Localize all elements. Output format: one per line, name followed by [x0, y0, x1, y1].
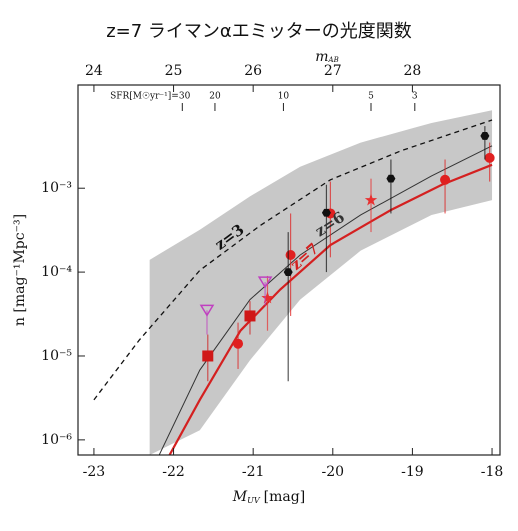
data-point: [484, 152, 495, 163]
x-tick-label: -19: [401, 464, 424, 480]
data-point: [261, 291, 274, 304]
data-point: [283, 268, 293, 276]
plot-frame: [77, 84, 501, 456]
top-label-sub: AB: [328, 56, 339, 64]
y-tick-label: 10⁻⁴: [41, 264, 72, 280]
x-label-unit: [mag]: [264, 489, 306, 505]
data-point: [440, 174, 451, 185]
y-tick-label: 10⁻⁶: [41, 432, 72, 448]
x-tick-label: -22: [162, 464, 185, 480]
top-x-tick-label: 25: [165, 63, 183, 79]
uncertainty-band: [149, 110, 493, 455]
x-label-symbol: M: [232, 489, 248, 505]
sfr-label: 20: [209, 92, 221, 102]
model-curve: [168, 163, 493, 455]
plot-area: [93, 110, 495, 455]
data-point: [244, 310, 256, 322]
x-axis-label: MUV [mag]: [232, 489, 305, 505]
x-tick-label: -23: [83, 464, 106, 480]
top-x-tick-label: 28: [404, 63, 422, 79]
x-tick-label: -20: [322, 464, 345, 480]
top-axis-label: mAB: [315, 49, 338, 65]
sfr-label: 10: [278, 92, 290, 102]
top-x-tick-label: 27: [324, 63, 342, 79]
data-point: [480, 132, 490, 140]
x-label-sub: UV: [247, 496, 261, 505]
data-point: [364, 193, 378, 206]
x-tick-label: -21: [242, 464, 265, 480]
top-x-tick-label: 26: [244, 63, 262, 79]
model-curve: [158, 145, 493, 455]
top-x-tick-label: 24: [85, 63, 103, 79]
y-tick-label: 10⁻⁵: [41, 348, 72, 364]
sfr-label: 3: [412, 92, 418, 102]
chart-title: z=7 ライマンαエミッターの光度関数: [106, 21, 412, 42]
data-point: [199, 304, 215, 317]
x-tick-label: -18: [481, 464, 504, 480]
data-point: [202, 350, 214, 362]
data-point: [233, 338, 244, 349]
sfr-label: SFR[M☉yr⁻¹]=30: [110, 92, 191, 102]
y-axis-label: n [mag⁻¹Mpc⁻³]: [12, 214, 28, 326]
data-point: [257, 276, 273, 289]
top-label-symbol: m: [315, 49, 328, 65]
data-point: [321, 208, 331, 217]
sfr-label: 5: [368, 92, 374, 102]
y-tick-label: 10⁻³: [41, 180, 72, 196]
data-point: [386, 174, 396, 183]
model-curve: [93, 119, 493, 401]
